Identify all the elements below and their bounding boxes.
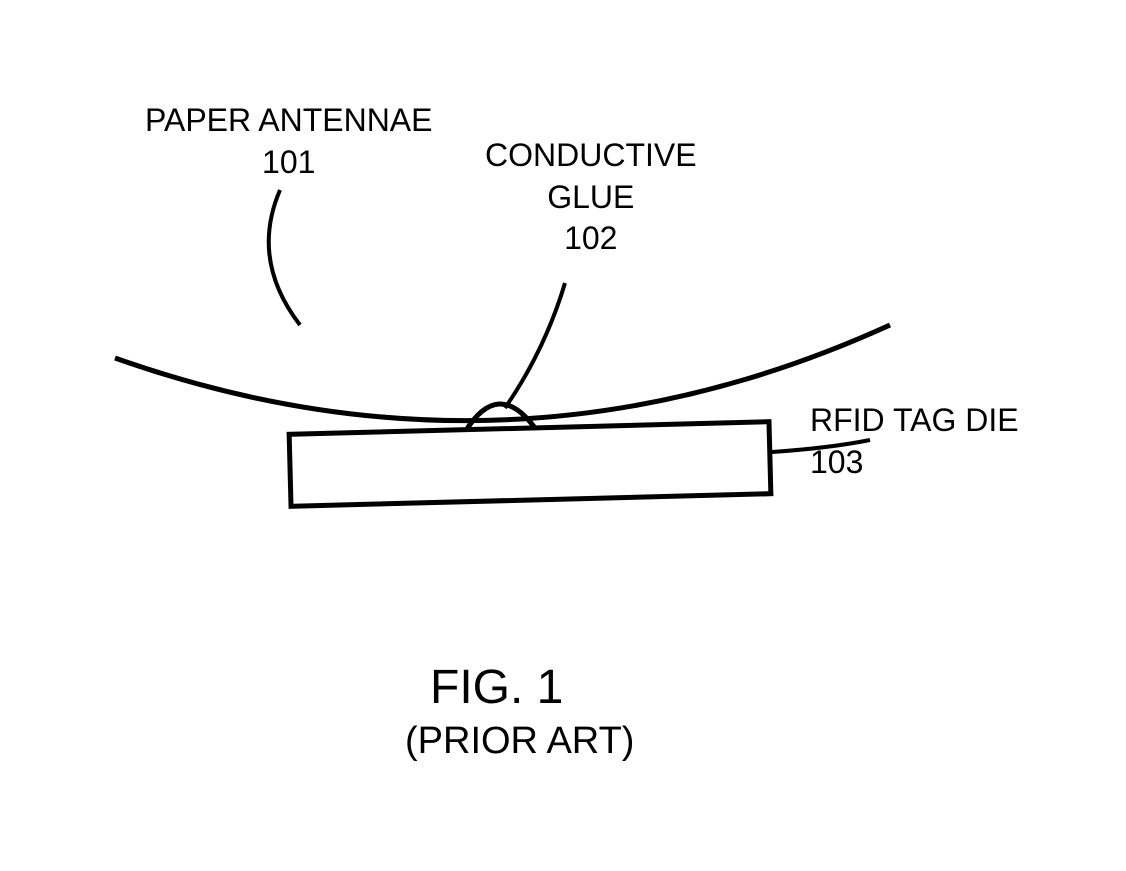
die-label-line1: RFID TAG DIE [810, 400, 1019, 442]
die-rect [289, 422, 771, 507]
figure-title: FIG. 1 [430, 660, 563, 715]
leader-glue [505, 283, 565, 408]
figure-subtitle-text: (PRIOR ART) [405, 720, 634, 762]
glue-label-line3: 102 [485, 218, 697, 260]
leader-antennae [269, 190, 300, 325]
antennae-label-line2: 101 [145, 142, 432, 184]
glue-label: CONDUCTIVE GLUE 102 [485, 135, 697, 260]
antennae-label-line1: PAPER ANTENNAE [145, 100, 432, 142]
die-label-line2: 103 [810, 442, 1019, 484]
glue-label-line2: GLUE [485, 177, 697, 219]
die-label: RFID TAG DIE 103 [810, 400, 1019, 483]
glue-label-line1: CONDUCTIVE [485, 135, 697, 177]
die-rect-group [289, 422, 771, 507]
figure-subtitle: (PRIOR ART) [405, 720, 634, 763]
figure-title-text: FIG. 1 [430, 661, 563, 714]
antennae-label: PAPER ANTENNAE 101 [145, 100, 432, 183]
